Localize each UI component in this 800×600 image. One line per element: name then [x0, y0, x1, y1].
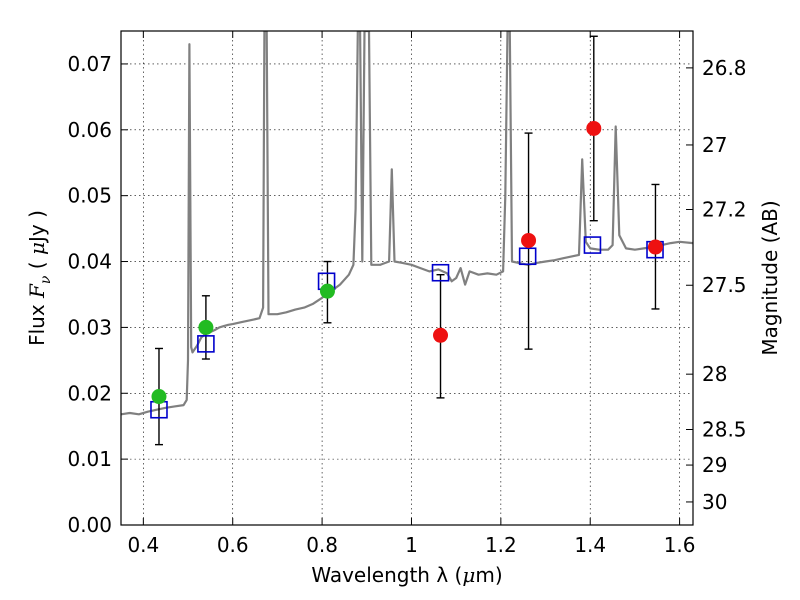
x-tick-label: 0.6: [217, 533, 249, 557]
right-tick-label: 26.8: [702, 56, 747, 80]
observed-data-point: [319, 283, 335, 299]
right-tick-label: 27.5: [702, 273, 747, 297]
x-tick-label: 1.2: [485, 533, 517, 557]
y-tick-label: 0.03: [67, 315, 112, 339]
x-tick-label: 1: [405, 533, 418, 557]
model-box-layer: [150, 236, 664, 419]
y-tick-label: 0.06: [67, 118, 112, 142]
y-tick-label: 0.02: [67, 381, 112, 405]
observed-data-point: [198, 319, 214, 335]
observed-data-point: [586, 120, 602, 136]
right-tick-label: 30: [702, 490, 727, 514]
observed-data-point: [647, 239, 663, 255]
plot-frame: [120, 30, 694, 526]
x-tick-label: 1.4: [574, 533, 606, 557]
model-box-marker: [197, 335, 215, 353]
template-spectrum-line: [121, 31, 693, 416]
model-box-marker: [583, 236, 602, 254]
right-tick-label: 28.5: [702, 417, 747, 441]
model-box-marker: [431, 263, 450, 282]
x-tick-label: 1.6: [664, 533, 696, 557]
right-tick-label: 27: [702, 133, 727, 157]
x-axis-label: Wavelength λ (μm): [311, 563, 502, 587]
observed-point-layer: [151, 120, 663, 405]
y-tick-label: 0.07: [67, 52, 112, 76]
y-tick-label: 0.05: [67, 184, 112, 208]
right-tick-label: 27.2: [702, 197, 747, 221]
x-tick-label: 0.4: [127, 533, 159, 557]
y-axis-label: Flux Fν ( μJy ): [25, 210, 54, 346]
model-box-marker: [518, 247, 537, 266]
axis-ticks: 0.4 0.6 0.8 1 1.2 1.4 1.6 0.00 0.01 0.02 0.03 0.04 0…: [67, 31, 747, 557]
y-tick-label: 0.00: [67, 513, 112, 537]
right-tick-label: 29: [702, 453, 727, 477]
observed-data-point: [521, 232, 537, 248]
observed-data-point: [151, 389, 167, 405]
right-tick-label: 28: [702, 362, 727, 386]
observed-data-point: [433, 327, 449, 343]
right-axis-label: Magnitude (AB): [758, 200, 782, 355]
grid: [121, 31, 693, 526]
template-spectrum-layer: [121, 31, 693, 416]
y-tick-label: 0.01: [67, 447, 112, 471]
y-tick-label: 0.04: [67, 250, 112, 274]
x-tick-label: 0.8: [306, 533, 338, 557]
